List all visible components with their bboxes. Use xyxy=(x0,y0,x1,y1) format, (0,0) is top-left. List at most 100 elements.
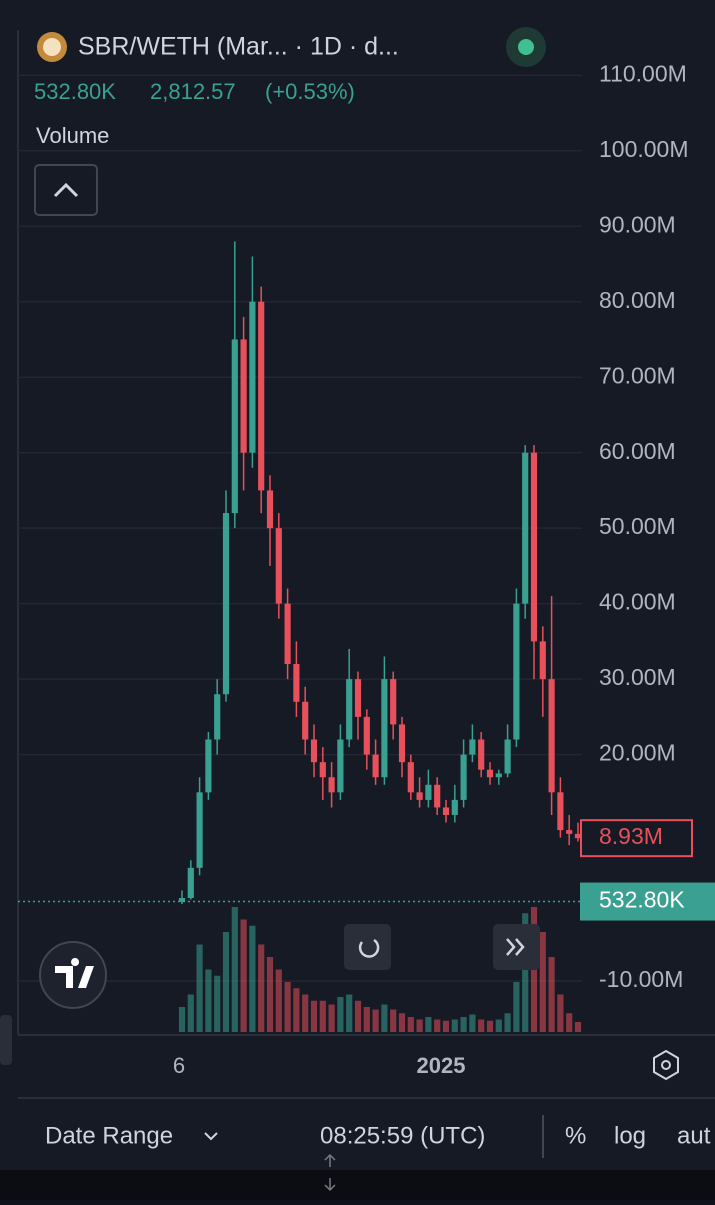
volume-bar xyxy=(231,907,238,1032)
volume-bar xyxy=(548,957,555,1032)
candle-body xyxy=(337,739,344,793)
candle-body xyxy=(284,603,291,665)
volume-bar xyxy=(398,1013,406,1032)
volume-bar xyxy=(293,988,300,1032)
candle-body xyxy=(231,339,238,514)
scroll-icon xyxy=(506,938,525,956)
candle-body xyxy=(240,339,247,453)
candle-body xyxy=(478,739,485,770)
volume-bar xyxy=(381,1004,388,1032)
volume-price-label: 532.80K xyxy=(599,887,685,913)
volume-bar xyxy=(495,1019,502,1032)
candle-body xyxy=(566,830,573,834)
candle-body xyxy=(390,679,397,725)
volume-bar xyxy=(574,1022,582,1032)
dropdown-icon xyxy=(204,1132,218,1141)
y-tick-label: -10.00M xyxy=(599,966,683,992)
volume-bar xyxy=(205,969,212,1032)
volume-bar xyxy=(566,1013,573,1032)
volume-bar xyxy=(354,1000,362,1032)
volume-bar xyxy=(284,982,291,1032)
candle-body xyxy=(416,792,423,800)
candle-body xyxy=(522,452,529,604)
candle-body xyxy=(486,769,494,778)
volume-price-box xyxy=(580,882,715,921)
candle-body xyxy=(407,762,414,793)
tv-logo-mark xyxy=(55,958,94,988)
volume-bar xyxy=(310,1000,318,1032)
y-tick-label: 60.00M xyxy=(599,438,676,464)
candle-body xyxy=(504,739,511,774)
y-tick-label: 70.00M xyxy=(599,362,676,388)
volume-bar xyxy=(434,1019,441,1032)
candle-body xyxy=(346,679,353,740)
volume-bar xyxy=(346,994,353,1032)
y-tick-label: 20.00M xyxy=(599,740,676,766)
collapse-button[interactable] xyxy=(34,164,98,216)
candle-body xyxy=(451,799,458,815)
candle-body xyxy=(574,833,582,839)
candle-body xyxy=(460,754,467,800)
volume-bar xyxy=(425,1017,432,1032)
y-tick-label: 110.00M xyxy=(599,60,687,86)
candle-body xyxy=(442,807,450,815)
last-price-box xyxy=(580,819,693,858)
settings-icon[interactable] xyxy=(653,1049,679,1081)
candle-body xyxy=(275,528,282,604)
symbol[interactable]: SBR/WETH (Mar... · 1D · d... xyxy=(78,33,399,61)
candle-body xyxy=(266,490,274,529)
volume-bar xyxy=(504,1013,511,1032)
candle-body xyxy=(187,867,194,899)
candle-body xyxy=(205,739,212,793)
auto-toggle[interactable]: aut xyxy=(677,1122,711,1149)
candle-body xyxy=(363,716,370,755)
volume-bar xyxy=(539,932,546,1032)
percent-toggle[interactable]: % xyxy=(565,1122,586,1149)
y-tick-label: 30.00M xyxy=(599,664,676,690)
y-tick-label: 80.00M xyxy=(599,287,676,313)
volume-bar xyxy=(337,997,344,1032)
log-toggle[interactable]: log xyxy=(614,1122,646,1149)
side-handle[interactable] xyxy=(0,1015,12,1065)
candle-body xyxy=(557,792,564,831)
reset-button[interactable] xyxy=(344,924,391,970)
volume-bar xyxy=(187,994,194,1032)
y-tick-label: 40.00M xyxy=(599,589,676,615)
y-tick-label: 50.00M xyxy=(599,513,676,539)
indicator-name: Volume xyxy=(36,123,109,148)
last-value: 532.80K xyxy=(34,79,116,104)
last-price-label: 8.93M xyxy=(599,823,663,849)
volume-bar xyxy=(416,1019,423,1032)
volume-bar xyxy=(266,957,274,1032)
candle-body xyxy=(530,452,538,642)
volume-bar xyxy=(513,982,520,1032)
volume-bar xyxy=(240,919,247,1032)
y-tick-label: 100.00M xyxy=(599,136,689,162)
change: (+0.53%) xyxy=(265,79,355,104)
resize-handle[interactable] xyxy=(324,1153,336,1192)
volume-bar xyxy=(372,1009,379,1032)
candle-body xyxy=(258,301,265,491)
volume-bar xyxy=(222,932,230,1032)
candle-body xyxy=(293,664,300,702)
candle-body xyxy=(214,694,221,740)
clock: 08:25:59 (UTC) xyxy=(320,1122,485,1149)
volume-bar xyxy=(319,1000,326,1032)
volume-bar xyxy=(302,994,309,1032)
reset-icon xyxy=(358,938,380,958)
candle-body xyxy=(354,679,362,717)
volume-bar xyxy=(178,1007,186,1032)
scroll-button[interactable] xyxy=(493,924,540,970)
date-range[interactable]: Date Range xyxy=(45,1122,173,1149)
candle-body xyxy=(178,898,186,902)
volume-bar xyxy=(249,925,256,1032)
bottom-strip xyxy=(0,1170,715,1200)
candle-body xyxy=(539,641,546,680)
chevron-icon xyxy=(53,182,79,198)
candle-body xyxy=(469,739,476,755)
candle-body xyxy=(398,724,406,763)
volume-bar xyxy=(478,1019,485,1032)
candle-body xyxy=(249,301,256,453)
